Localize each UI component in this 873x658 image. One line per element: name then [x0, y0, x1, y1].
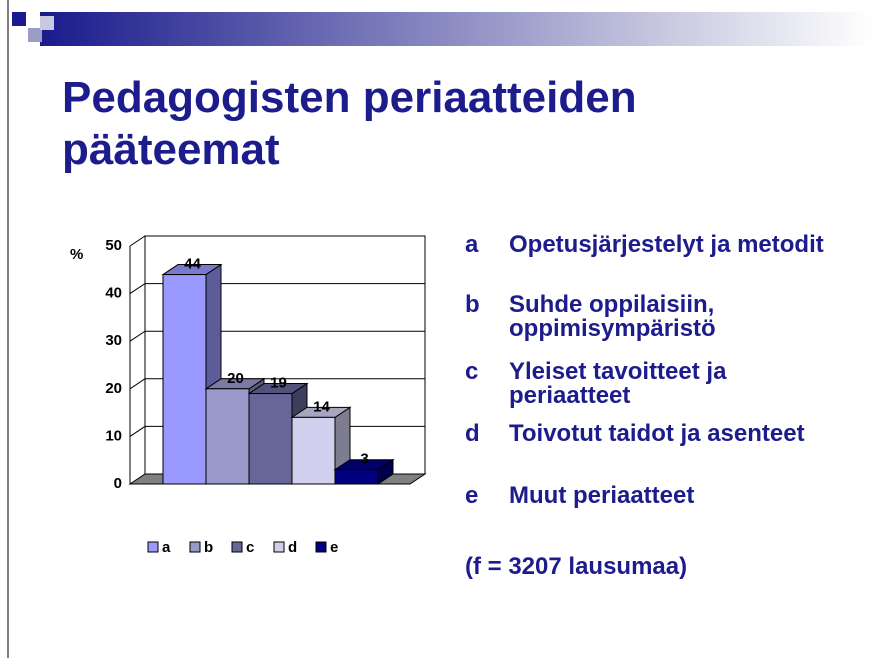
footnote: (f = 3207 lausumaa)	[465, 553, 688, 580]
legend-swatch	[189, 541, 201, 553]
y-tick-label: 0	[114, 475, 122, 492]
description-item: d Toivotut taidot ja asenteet	[465, 422, 845, 446]
header-bar	[40, 12, 873, 46]
legend-swatch	[147, 541, 159, 553]
grid-line	[129, 235, 425, 247]
legend-label: e	[330, 539, 338, 556]
description-item: a Opetusjärjestelyt ja metodit	[465, 233, 845, 257]
bar	[334, 469, 379, 485]
description-key: b	[465, 291, 480, 318]
description-key: e	[465, 482, 479, 509]
legend-label: b	[204, 539, 213, 556]
bar	[205, 388, 250, 485]
y-tick-label: 10	[105, 427, 122, 444]
description-item: c Yleiset tavoitteet ja periaatteet	[465, 360, 845, 408]
description-item: b Suhde oppilaisiin, oppimisympäristö	[465, 293, 845, 341]
description-key: c	[465, 358, 479, 385]
description-text: Opetusjärjestelyt ja metodit	[509, 231, 824, 258]
legend-label: a	[162, 539, 171, 556]
description-text: Yleiset tavoitteet ja periaatteet	[509, 358, 727, 409]
y-tick-label: 40	[105, 285, 122, 302]
description-key: d	[465, 420, 480, 447]
description-text: Toivotut taidot ja asenteet	[509, 420, 805, 447]
legend-swatch	[231, 541, 243, 553]
slide-title: Pedagogisten periaatteiden pääteemat	[62, 73, 637, 174]
data-label: 44	[184, 256, 201, 273]
bar	[248, 393, 293, 485]
legend-label: d	[288, 539, 297, 556]
legend-swatch	[273, 541, 285, 553]
description-key: a	[465, 231, 479, 258]
data-label: 20	[227, 370, 244, 387]
data-label: 3	[360, 451, 368, 468]
bar	[162, 274, 207, 485]
grid-line	[129, 330, 425, 342]
deco-square	[12, 12, 26, 26]
bar	[291, 416, 336, 485]
legend-label: c	[246, 539, 254, 556]
y-tick-label: 30	[105, 332, 122, 349]
grid-line	[129, 378, 425, 390]
y-tick-label: 50	[105, 237, 122, 254]
legend-swatch	[315, 541, 327, 553]
description-text: Suhde oppilaisiin, oppimisympäristö	[509, 291, 716, 342]
y-axis-label: %	[70, 246, 83, 263]
data-label: 19	[270, 375, 287, 392]
description-item: e Muut periaatteet	[465, 484, 845, 508]
data-label: 14	[313, 398, 330, 415]
y-tick-label: 20	[105, 380, 122, 397]
deco-square	[40, 16, 54, 30]
deco-square	[28, 28, 42, 42]
description-text: Muut periaatteet	[509, 482, 695, 509]
grid-line	[129, 283, 425, 295]
